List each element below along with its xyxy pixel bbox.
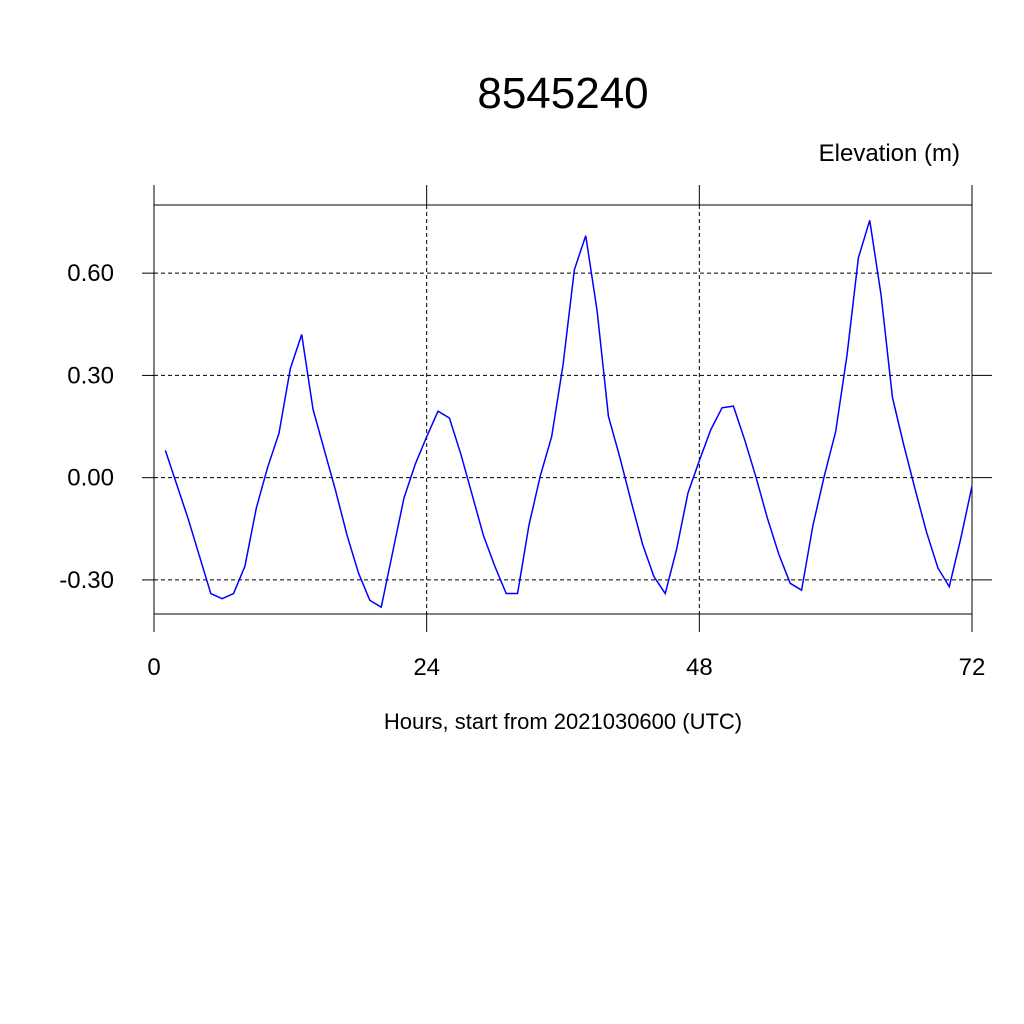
y-tick-label: 0.30 [67, 362, 114, 389]
y-tick-label: 0.60 [67, 260, 114, 287]
y-tick-label: -0.30 [59, 567, 114, 594]
chart-title: 8545240 [477, 69, 648, 118]
x-tick-label: 24 [413, 654, 440, 681]
x-tick-label: 0 [147, 654, 160, 681]
y-tick-label: 0.00 [67, 465, 114, 492]
y-axis-label: Elevation (m) [819, 140, 960, 167]
plot-frame [153, 204, 973, 615]
data-line [164, 220, 973, 609]
x-tick-label: 48 [686, 654, 713, 681]
x-axis-label: Hours, start from 2021030600 (UTC) [384, 709, 742, 734]
x-tick-label: 72 [959, 654, 986, 681]
